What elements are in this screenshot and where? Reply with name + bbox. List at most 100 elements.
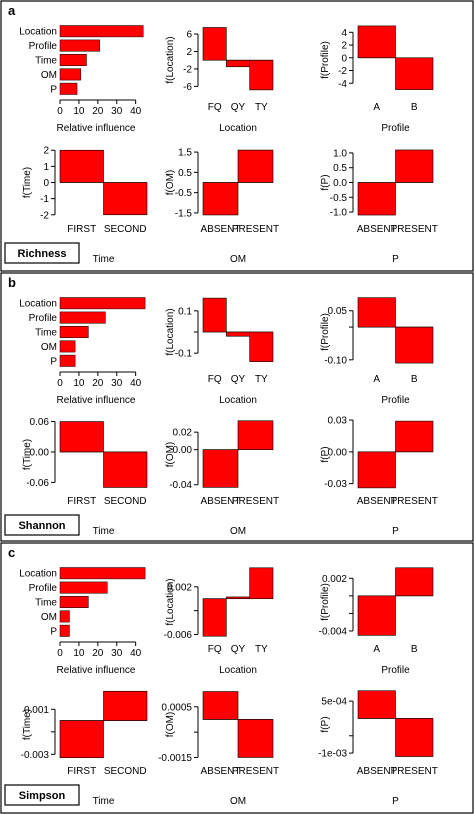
x-tick-label: QY: [231, 102, 246, 113]
chart-a-2: A B 4 20 -2 -4 f(Profile) Profile: [320, 25, 434, 134]
y-tick-label: -0.1: [175, 349, 193, 360]
y-axis-label: f(Profile): [320, 583, 331, 621]
y-tick-label: -1.0: [330, 208, 348, 219]
y-axis-label: f(OM): [165, 170, 176, 196]
bar: [202, 182, 239, 216]
influence-bar: [59, 297, 146, 310]
y-tick-label: 5e-04: [321, 697, 347, 708]
y-tick-label: -0.004: [319, 626, 348, 637]
x-tick-label: ABSENT: [200, 766, 240, 777]
panel-frame: [0, 542, 474, 814]
series-name-label: Simpson: [19, 790, 66, 802]
x-tick-label: 20: [92, 378, 104, 389]
y-axis-label: f(P): [320, 174, 331, 190]
x-axis-label: Profile: [381, 665, 410, 676]
x-tick-label: 30: [111, 378, 123, 389]
bar: [226, 596, 250, 600]
bar: [357, 595, 396, 636]
y-tick-label: 0.0: [333, 178, 347, 189]
x-tick-label: FQ: [208, 374, 222, 385]
influence-bar: [59, 581, 108, 594]
y-tick-label: 0.0005: [161, 702, 192, 713]
bar: [237, 420, 274, 450]
y-tick-label: 2: [43, 146, 49, 157]
x-tick-label: 0: [57, 648, 63, 659]
x-axis-label: Location: [219, 395, 257, 406]
y-tick-label: 0.001: [24, 705, 49, 716]
bar: [357, 690, 396, 719]
x-tick-label: FQ: [208, 102, 222, 113]
bar: [357, 297, 396, 328]
bar: [395, 420, 434, 453]
influence-bar-label: P: [50, 356, 57, 367]
y-tick-label: -0.006: [164, 630, 193, 641]
bar: [237, 719, 274, 758]
x-axis-label: Time: [93, 526, 115, 537]
y-tick-label: -2: [183, 64, 192, 75]
bar: [103, 451, 148, 488]
bar: [226, 59, 250, 68]
chart-c-2: A B 0.002 -0.004 f(Profile) Profile: [319, 567, 434, 676]
chart-a-1: FQ QY TY 6 2 -2 -6 f(Location) Location: [165, 27, 274, 134]
influence-bar: [59, 340, 76, 353]
x-axis-label: OM: [230, 796, 246, 807]
x-tick-label: A: [373, 374, 380, 385]
x-axis-label: Time: [93, 254, 115, 265]
influence-bar: [59, 567, 146, 580]
y-tick-label: 0.002: [167, 582, 192, 593]
series-name-box: [4, 514, 80, 536]
x-tick-label: FIRST: [67, 496, 96, 507]
x-tick-label: PRESENT: [391, 496, 438, 507]
influence-bar: [59, 54, 87, 66]
x-tick-label: PRESENT: [391, 766, 438, 777]
y-axis-label: f(Location): [165, 36, 176, 83]
x-tick-label: B: [411, 102, 418, 113]
bar: [357, 25, 396, 59]
panel-frame: [0, 272, 474, 542]
x-tick-label: 20: [92, 648, 104, 659]
x-tick-label: TY: [255, 374, 268, 385]
x-tick-label: SECOND: [104, 224, 147, 235]
x-tick-label: 40: [130, 106, 142, 117]
y-tick-label: 0.5: [178, 168, 192, 179]
y-tick-label: -0.06: [26, 478, 49, 489]
bar: [395, 57, 434, 90]
x-tick-label: FQ: [208, 644, 222, 655]
x-tick-label: 30: [111, 648, 123, 659]
y-tick-label: -0.0015: [158, 753, 192, 764]
x-axis-label: OM: [230, 254, 246, 265]
y-axis-label: f(P): [320, 446, 331, 462]
x-axis-label: P: [392, 796, 399, 807]
y-tick-label: 0.00: [328, 447, 348, 458]
x-tick-label: SECOND: [104, 766, 147, 777]
y-tick-label: -0.5: [175, 188, 193, 199]
y-axis-label: f(Profile): [320, 41, 331, 79]
influence-bar-label: Time: [35, 328, 57, 339]
influence-bar: [59, 624, 70, 637]
y-axis-label: f(OM): [165, 442, 176, 468]
influence-bar: [59, 596, 89, 608]
x-tick-label: 10: [73, 378, 85, 389]
influence-bar-label: Profile: [29, 583, 58, 594]
bar: [202, 27, 227, 61]
x-tick-label: ABSENT: [357, 496, 397, 507]
x-tick-label: 0: [57, 378, 63, 389]
bar: [395, 149, 434, 183]
x-tick-label: 20: [92, 106, 104, 117]
bar: [202, 598, 227, 637]
chart-a-0: Location Profile Time OM P0 10 20 30 40 Relative …: [19, 25, 144, 134]
bar: [59, 421, 104, 453]
y-axis-label: f(OM): [165, 712, 176, 738]
influence-bar-label: OM: [41, 70, 57, 81]
x-axis-label: Profile: [381, 123, 410, 134]
bar: [357, 451, 396, 489]
y-tick-label: -1e-03: [318, 749, 347, 760]
x-axis-label: Profile: [381, 395, 410, 406]
panel-frame: [0, 0, 474, 272]
influence-bar-label: Time: [35, 598, 57, 609]
x-tick-label: 40: [130, 648, 142, 659]
